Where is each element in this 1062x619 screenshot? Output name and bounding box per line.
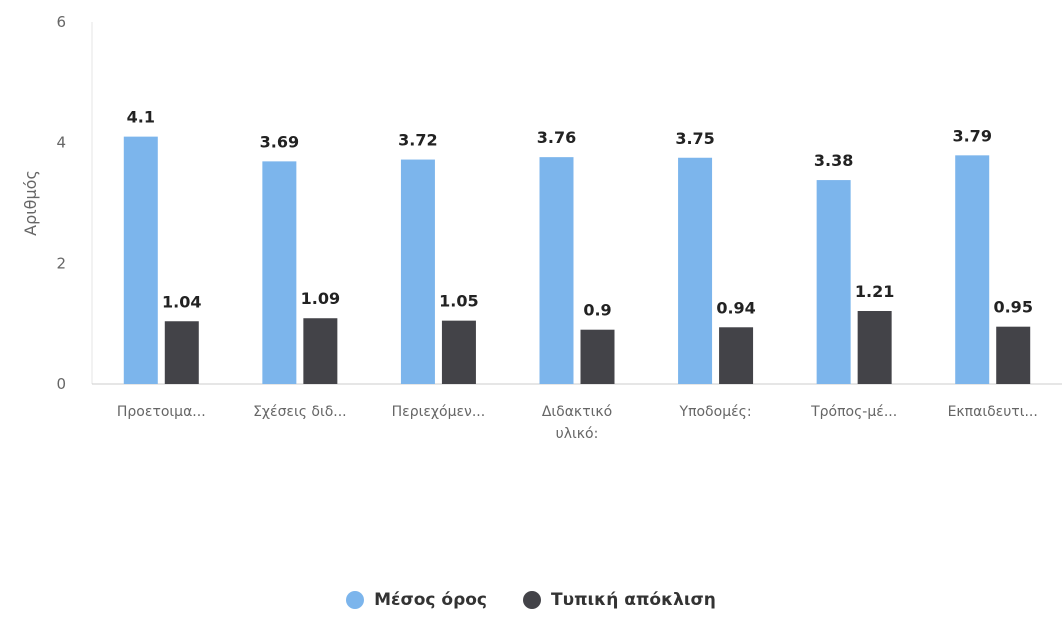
bar[interactable] — [164, 321, 199, 384]
x-tick-label: Σχέσεις διδ... — [253, 404, 347, 420]
y-axis-title: Αριθμός — [21, 170, 40, 236]
y-tick-label: 2 — [56, 254, 66, 272]
data-label: 3.79 — [952, 126, 991, 145]
bar[interactable] — [678, 157, 713, 384]
x-tick-label: Περιεχόμεν... — [392, 404, 486, 420]
data-label: 0.94 — [716, 298, 755, 317]
legend-label-std: Τυπική απόκλιση — [551, 590, 716, 610]
bar[interactable] — [303, 318, 338, 384]
x-tick-label: Τρόπος-μέ... — [810, 404, 897, 420]
legend-item-std[interactable]: Τυπική απόκλιση — [523, 590, 716, 610]
bar[interactable] — [262, 161, 297, 384]
legend-item-mean[interactable]: Μέσος όρος — [346, 590, 487, 610]
data-labels: 4.1 3.69 3.72 3.76 3.75 3.38 3.79 1.04 1.09 1.05 0… — [127, 108, 1033, 320]
x-tick-label: Εκπαιδευτι... — [948, 404, 1038, 420]
data-label: 0.95 — [993, 298, 1032, 317]
legend-marker-std — [523, 591, 542, 609]
bar[interactable] — [580, 329, 615, 384]
data-label: 1.09 — [301, 289, 340, 308]
x-tick-label: Προετοιμα... — [117, 404, 206, 420]
data-label: 1.05 — [439, 292, 478, 311]
data-label: 3.76 — [537, 128, 576, 147]
data-label: 4.1 — [127, 108, 155, 127]
bar[interactable] — [719, 327, 754, 384]
data-label: 1.04 — [162, 292, 201, 311]
bar[interactable] — [816, 180, 851, 384]
data-label: 3.75 — [675, 129, 714, 148]
legend-label-mean: Μέσος όρος — [374, 590, 488, 610]
bar-marks — [123, 136, 1031, 384]
bar[interactable] — [123, 136, 158, 384]
data-label: 0.9 — [583, 301, 611, 320]
bar[interactable] — [955, 155, 990, 384]
bar[interactable] — [996, 326, 1031, 384]
legend-marker-mean — [346, 591, 365, 609]
y-tick-label: 4 — [56, 134, 66, 152]
data-label: 3.72 — [398, 131, 437, 150]
bar[interactable] — [400, 159, 435, 384]
data-label: 1.21 — [855, 282, 894, 301]
y-tick-label: 6 — [56, 13, 66, 31]
x-tick-labels: Προετοιμα... Σχέσεις διδ... Περιεχόμεν... Δ… — [117, 404, 1038, 442]
data-label: 3.38 — [814, 151, 853, 170]
y-tick-labels: 0 2 4 6 — [56, 13, 66, 393]
bar[interactable] — [539, 157, 574, 384]
bar[interactable] — [441, 320, 476, 384]
y-tick-label: 0 — [56, 375, 66, 393]
x-tick-label: Υποδομές: — [679, 404, 752, 420]
bar[interactable] — [857, 310, 892, 384]
x-tick-label: Διδακτικό υλικό: — [542, 404, 612, 442]
legend: Μέσος όρος Τυπική απόκλιση — [0, 590, 1062, 610]
data-label: 3.69 — [260, 132, 299, 151]
bar-chart: Αριθμός 0 2 4 6 4.1 3.69 3.72 3.76 3.75 3.38 3.79… — [21, 13, 1062, 442]
